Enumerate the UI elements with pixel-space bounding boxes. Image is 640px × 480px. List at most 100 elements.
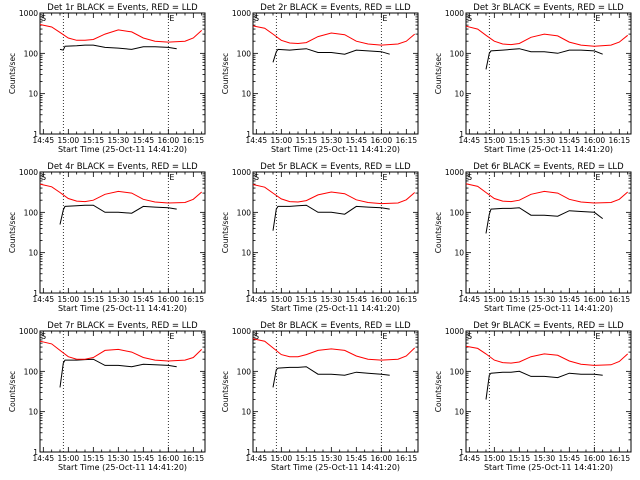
end-marker: E	[595, 332, 600, 341]
x-tick-label: 15:30	[108, 454, 130, 463]
start-marker: S	[467, 173, 472, 182]
x-tick-label: 14:45	[246, 136, 268, 145]
x-tick-label: 15:15	[296, 136, 318, 145]
x-tick-label: 15:45	[559, 136, 581, 145]
y-axis-label: Counts/sec	[221, 371, 230, 412]
end-marker: E	[169, 173, 174, 182]
y-axis-label: Counts/sec	[434, 371, 443, 412]
x-tick-label: 15:30	[534, 454, 556, 463]
y-tick-label: 10	[28, 249, 38, 258]
events-series-line	[59, 204, 177, 225]
y-tick-label: 1	[246, 130, 251, 139]
events-series-line	[272, 48, 390, 63]
x-tick-label: 16:15	[396, 295, 418, 304]
x-tick-label: 16:15	[609, 136, 631, 145]
x-tick-label: 15:00	[484, 295, 506, 304]
x-tick-label: 14:45	[459, 136, 481, 145]
axes-frame	[465, 330, 632, 453]
x-tick-label: 16:15	[609, 454, 631, 463]
y-tick-label: 1000	[19, 327, 38, 336]
x-axis-label: Start Time (25-Oct-11 14:41:20)	[484, 304, 613, 313]
x-tick-label: 15:45	[346, 454, 368, 463]
x-axis-label: Start Time (25-Oct-11 14:41:20)	[58, 145, 187, 154]
y-tick-label: 100	[24, 208, 39, 217]
x-tick-label: 15:30	[108, 295, 130, 304]
x-tick-label: 15:45	[559, 295, 581, 304]
y-tick-label: 1	[246, 289, 251, 298]
chart-panel-1: Det 1r BLACK = Events, RED = LLD 1 10 100 10…	[8, 3, 206, 154]
lld-series-line	[465, 25, 629, 47]
x-tick-label: 15:30	[534, 136, 556, 145]
x-tick-label: 15:15	[509, 454, 531, 463]
y-tick-label: 10	[28, 408, 38, 417]
lld-series-line	[252, 25, 416, 46]
x-tick-label: 16:15	[183, 295, 205, 304]
chart-title: Det 5r BLACK = Events, RED = LLD	[260, 162, 411, 172]
x-tick-label: 15:45	[133, 295, 155, 304]
y-tick-label: 100	[237, 208, 252, 217]
x-axis-label: Start Time (25-Oct-11 14:41:20)	[271, 145, 400, 154]
chart-panel-5: Det 5r BLACK = Events, RED = LLD 1 10 100 10…	[221, 162, 419, 313]
events-series-line	[485, 207, 604, 234]
y-tick-label: 1	[246, 448, 251, 457]
x-tick-label: 15:00	[58, 295, 80, 304]
x-tick-label: 15:45	[346, 136, 368, 145]
x-tick-label: 14:45	[33, 454, 55, 463]
x-tick-label: 14:45	[246, 454, 268, 463]
x-tick-label: 15:15	[509, 295, 531, 304]
axes-frame	[39, 171, 206, 294]
chart-title: Det 3r BLACK = Events, RED = LLD	[473, 3, 624, 13]
x-tick-label: 15:15	[296, 454, 318, 463]
end-marker: E	[382, 173, 387, 182]
x-tick-label: 16:00	[371, 454, 393, 463]
x-tick-label: 15:45	[133, 454, 155, 463]
y-tick-label: 10	[241, 90, 251, 99]
lld-series-line	[252, 184, 416, 205]
y-tick-label: 100	[450, 208, 465, 217]
y-tick-label: 1	[459, 130, 464, 139]
x-tick-label: 16:15	[396, 136, 418, 145]
x-tick-label: 15:15	[83, 136, 105, 145]
x-tick-label: 15:00	[58, 136, 80, 145]
chart-panel-6: Det 6r BLACK = Events, RED = LLD 1 10 100 10…	[434, 162, 632, 313]
start-marker: S	[467, 332, 472, 341]
chart-panel-2: Det 2r BLACK = Events, RED = LLD 1 10 100 10…	[221, 3, 419, 154]
x-axis-label: Start Time (25-Oct-11 14:41:20)	[271, 463, 400, 472]
y-tick-label: 1000	[232, 9, 251, 18]
axes-frame	[465, 12, 632, 135]
y-tick-label: 100	[24, 49, 39, 58]
chart-panel-8: Det 8r BLACK = Events, RED = LLD 1 10 100 10…	[221, 321, 419, 472]
chart-title: Det 2r BLACK = Events, RED = LLD	[260, 3, 411, 13]
x-tick-label: 16:00	[371, 295, 393, 304]
x-tick-label: 15:45	[346, 295, 368, 304]
x-tick-label: 15:00	[484, 136, 506, 145]
axes-frame	[465, 171, 632, 294]
x-tick-label: 15:15	[83, 454, 105, 463]
y-tick-label: 1	[33, 130, 38, 139]
chart-title: Det 8r BLACK = Events, RED = LLD	[260, 321, 411, 331]
y-tick-label: 10	[454, 249, 464, 258]
x-tick-label: 15:30	[534, 295, 556, 304]
y-axis-label: Counts/sec	[8, 212, 17, 253]
x-tick-label: 16:15	[183, 454, 205, 463]
y-tick-label: 1000	[445, 327, 464, 336]
end-marker: E	[169, 332, 174, 341]
x-tick-label: 14:45	[246, 295, 268, 304]
x-tick-label: 15:00	[58, 454, 80, 463]
y-tick-label: 10	[454, 90, 464, 99]
chart-title: Det 7r BLACK = Events, RED = LLD	[47, 321, 198, 331]
y-tick-label: 1000	[445, 168, 464, 177]
x-tick-label: 15:30	[321, 295, 343, 304]
y-tick-label: 100	[237, 367, 252, 376]
axes-frame	[252, 12, 419, 135]
events-series-line	[272, 204, 390, 231]
y-tick-label: 1	[459, 289, 464, 298]
x-axis-label: Start Time (25-Oct-11 14:41:20)	[484, 145, 613, 154]
y-tick-label: 1000	[19, 168, 38, 177]
x-tick-label: 16:00	[584, 454, 606, 463]
x-tick-label: 16:15	[183, 136, 205, 145]
x-tick-label: 15:15	[509, 136, 531, 145]
y-tick-label: 10	[241, 249, 251, 258]
y-tick-label: 1000	[232, 327, 251, 336]
